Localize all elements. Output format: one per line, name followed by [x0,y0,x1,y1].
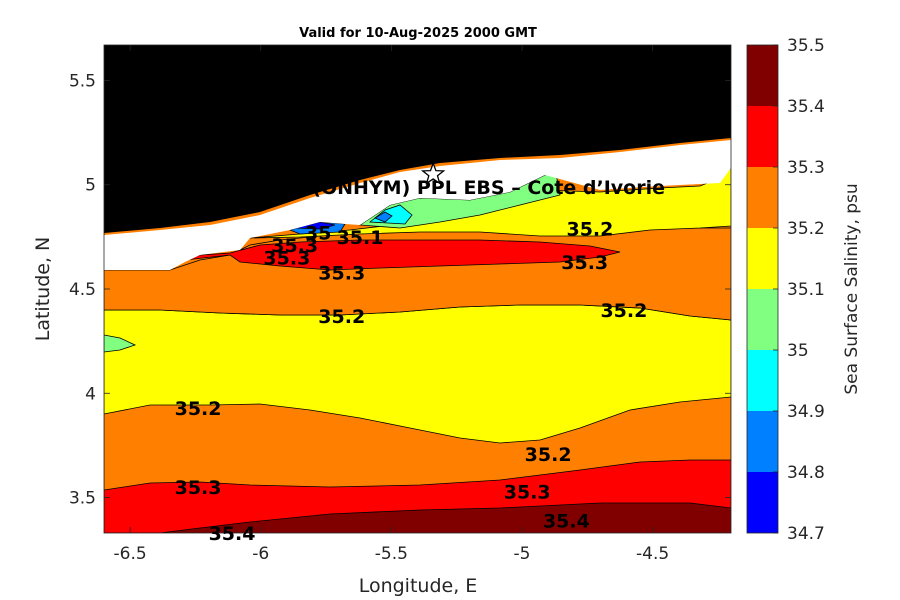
star-marker-icon [420,161,446,185]
land-mass [104,45,731,233]
contour-label: 35.2 [566,219,613,241]
contour-label: 35.1 [337,227,384,249]
y-tick-label: 4 [85,384,96,404]
x-axis: -6.5 -6 -5.5 -5 -4.5 [114,45,669,564]
x-tick-label: -4.5 [636,544,669,564]
y-tick-label: 5 [85,176,96,196]
contour-label: 35.2 [600,300,647,322]
band-upper-red [184,239,621,271]
contour-label: 35 [305,223,331,245]
contour-label: 35.2 [318,306,365,328]
colorbar-swatch [747,472,778,533]
x-tick-label: -5.5 [375,544,408,564]
colorbar-swatch [747,228,778,289]
colorbar-swatch [747,411,778,472]
colorbar-tick-label: 34.9 [787,402,825,422]
y-tick-label: 3.5 [69,489,96,509]
contour-label: 35.3 [263,248,310,270]
y-tick-label: 4.5 [69,280,96,300]
colorbar-swatch [747,289,778,350]
colorbar-tick-label: 35.1 [787,280,825,300]
colorbar-tick-label: 35 [787,341,809,361]
colorbar-tick-label: 34.7 [787,524,825,544]
x-axis-label: Longitude, E [359,575,478,597]
colorbar-swatch [747,45,778,106]
y-axis: 3.5 4 4.5 5 5.5 [69,71,731,509]
y-axis-label: Latitude, N [32,237,54,342]
site-annotation-text: A (ONHYM) PPL EBS – Cote d’Ivorie [291,177,665,199]
contour-label: 35.3 [561,252,608,274]
colorbar-swatch [747,167,778,228]
band-green-left [104,334,137,353]
site-annotation: A (ONHYM) PPL EBS – Cote d’Ivorie [291,161,665,199]
colorbar-swatch [747,106,778,167]
contour-label: 35.2 [175,398,222,420]
contour-label: 35.4 [209,523,256,545]
chart-title: Valid for 10-Aug-2025 2000 GMT [299,26,537,41]
colorbar-title: Sea Surface Salinity, psu [842,183,862,394]
colorbar-tick-label: 34.8 [787,463,825,483]
x-tick-label: -5 [514,544,531,564]
contour-label: 35.3 [318,262,365,284]
contour-label: 35.3 [175,477,222,499]
contour-label: 35.3 [504,481,551,503]
colorbar-tick-label: 35.2 [787,219,825,239]
x-tick-label: -6 [252,544,269,564]
colorbar-tick-label: 35.5 [787,36,825,56]
coastal-no-data [104,140,731,270]
colorbar-tick-label: 35.4 [787,97,825,117]
plot-area [104,45,731,533]
colorbar: 34.7 34.8 34.9 35 35.1 35.2 35.3 35.4 35.5 [746,36,825,544]
contour-labels: 35.235.335.335.335.3 35.13535.235.235.235… [175,219,648,545]
contour-label: 35.4 [543,510,590,532]
colorbar-swatch [747,350,778,411]
colorbar-tick-label: 35.3 [787,158,825,178]
y-tick-label: 5.5 [69,71,96,91]
contour-label: 35.3 [271,235,318,257]
contour-label: 35.2 [525,444,572,466]
x-tick-label: -6.5 [114,544,147,564]
